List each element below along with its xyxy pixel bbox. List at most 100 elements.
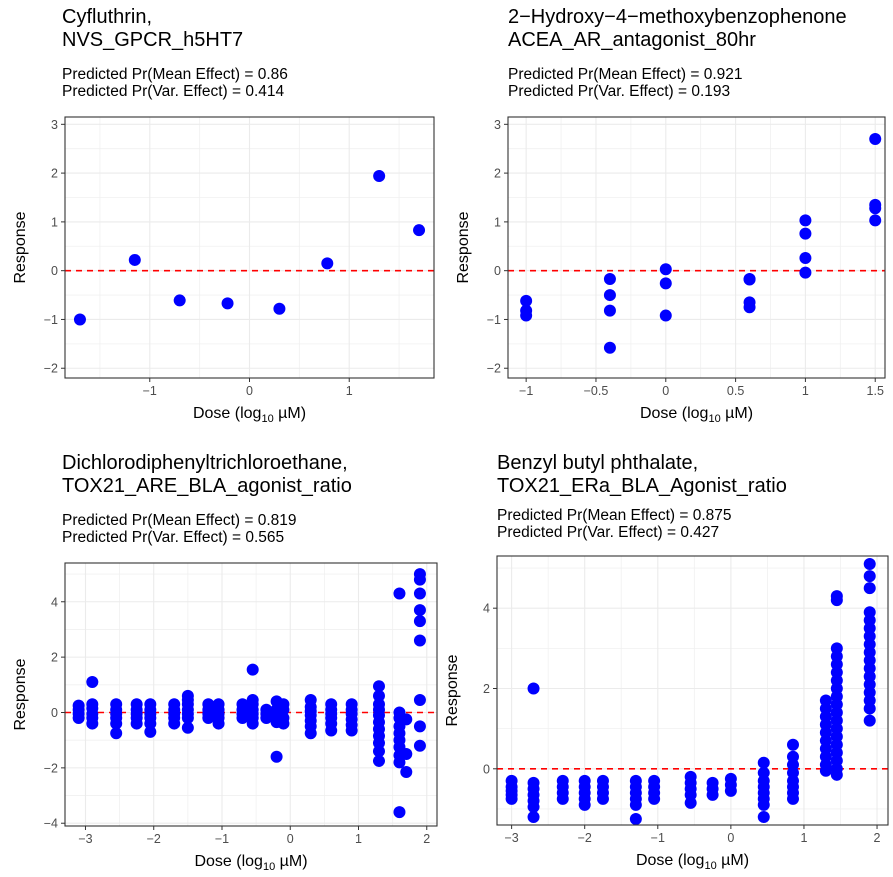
data-point [863,714,876,727]
data-point [393,712,406,725]
data-point [757,774,770,787]
data-point [819,742,832,755]
data-point [345,724,358,737]
data-point [863,646,876,659]
data-point [168,712,181,725]
chart-title: Benzyl butyl phthalate, TOX21_ERa_BLA_Ag… [497,452,787,497]
data-point [202,703,215,716]
data-point [786,758,799,771]
data-point [373,170,386,183]
x-tick-label: 0 [287,832,294,846]
data-point [246,694,259,707]
y-axis-title: Response [455,211,472,283]
y-tick-label: 3 [494,118,501,132]
data-point [372,736,385,749]
data-point [277,698,290,711]
data-point [869,198,882,211]
data-point [110,717,123,730]
y-tick-label: 4 [51,595,58,609]
data-point [603,341,616,354]
subtitle-line: Predicted Pr(Var. Effect) = 0.565 [62,529,285,546]
data-point [819,758,832,771]
data-point [629,780,642,793]
data-point [345,713,358,726]
data-point [168,703,181,716]
data-point [830,768,843,781]
data-point [393,706,406,719]
x-tick-label: 2 [423,832,430,846]
data-point [830,590,843,603]
data-point [830,658,843,671]
subtitle-line: Predicted Pr(Var. Effect) = 0.414 [62,83,285,100]
data-point [86,676,99,689]
data-point [757,780,770,793]
data-point [786,766,799,779]
data-point [246,707,259,720]
data-point [863,670,876,683]
data-point [505,774,518,787]
y-tick-label: 2 [494,167,501,181]
data-point [110,707,123,720]
data-point [130,717,143,730]
data-point [413,634,426,647]
plot-border [64,562,438,827]
data-point [830,762,843,775]
data-point [684,796,697,809]
plot-background [65,117,434,378]
data-point [202,712,215,725]
data-point [246,703,259,716]
data-point [413,720,426,733]
subtitle-line: Predicted Pr(Mean Effect) = 0.875 [497,507,732,524]
data-point [325,703,338,716]
data-point [556,774,569,787]
data-point [743,272,756,285]
data-point [144,712,157,725]
data-point [596,786,609,799]
data-point [270,709,283,722]
data-point [168,717,181,730]
data-point [400,748,413,761]
x-tick-label: −3 [504,831,518,845]
data-point [505,780,518,793]
x-tick-label: 0 [246,384,253,398]
x-axis-title: Dose (log10 µM) [640,405,753,425]
data-point [799,214,812,227]
x-tick-label: −1 [215,832,229,846]
data-point [144,703,157,716]
subtitle-line: Predicted Pr(Var. Effect) = 0.427 [497,524,720,541]
data-point [603,272,616,285]
data-point [110,698,123,711]
subtitle-line: Predicted Pr(Var. Effect) = 0.193 [508,83,731,100]
data-point [659,263,672,276]
plot-background [508,117,885,378]
data-point [260,707,273,720]
x-tick-label: −3 [78,832,92,846]
data-point [648,792,661,805]
data-point [212,698,225,711]
data-point [819,750,832,763]
data-point [819,734,832,747]
data-point [246,663,259,676]
data-point [72,699,85,712]
data-point [212,703,225,716]
data-point [830,706,843,719]
data-point [72,707,85,720]
data-point [527,794,540,807]
data-point [128,253,141,266]
data-point [863,570,876,583]
data-point [73,313,86,326]
data-point [520,304,533,317]
y-tick-label: 0 [483,762,490,776]
data-point [830,690,843,703]
data-point [304,694,317,707]
data-point [596,792,609,805]
data-point [603,289,616,302]
data-point [863,622,876,635]
data-point [505,788,518,801]
data-point [304,727,317,740]
data-point [863,606,876,619]
data-point [372,680,385,693]
data-point [819,694,832,707]
data-point [724,784,737,797]
y-tick-label: 0 [51,706,58,720]
